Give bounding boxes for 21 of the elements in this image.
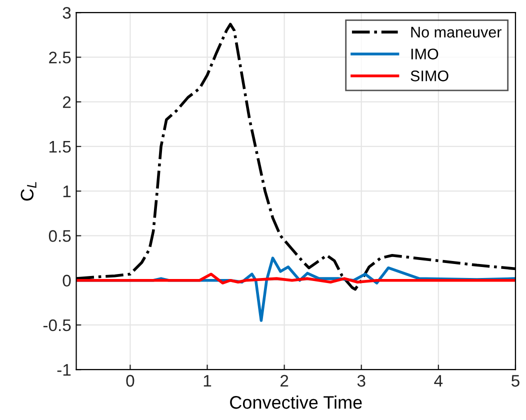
x-tick-label: 2 (280, 374, 288, 387)
y-tick-label: 2 (62, 96, 71, 108)
y-tick-label: 2.5 (49, 52, 71, 64)
x-tick-label: 5 (512, 375, 520, 387)
x-tick-label: 3 (357, 374, 366, 387)
y-tick-label: 3 (62, 7, 71, 19)
x-tick-label: 4 (434, 375, 443, 387)
x-tick-label: 0 (126, 374, 134, 387)
y-tick-label: 0.5 (48, 230, 71, 242)
x-tick-label: 1 (204, 375, 212, 387)
y-tick-label: 0 (62, 274, 71, 287)
y-tick-label: -0.5 (43, 319, 71, 332)
line-series (76, 272, 516, 284)
legend-label: No maneuver (411, 26, 502, 38)
legend-label: IMO (411, 48, 438, 60)
legend-label: SIMO (410, 70, 448, 82)
y-axis-title: C$_{L}$ (20, 182, 36, 201)
y-tick-label: 1 (63, 186, 71, 198)
y-tick-label: 1.5 (50, 141, 71, 153)
x-axis-title: Convective Time (230, 396, 362, 409)
y-tick-label: -1 (57, 364, 71, 376)
